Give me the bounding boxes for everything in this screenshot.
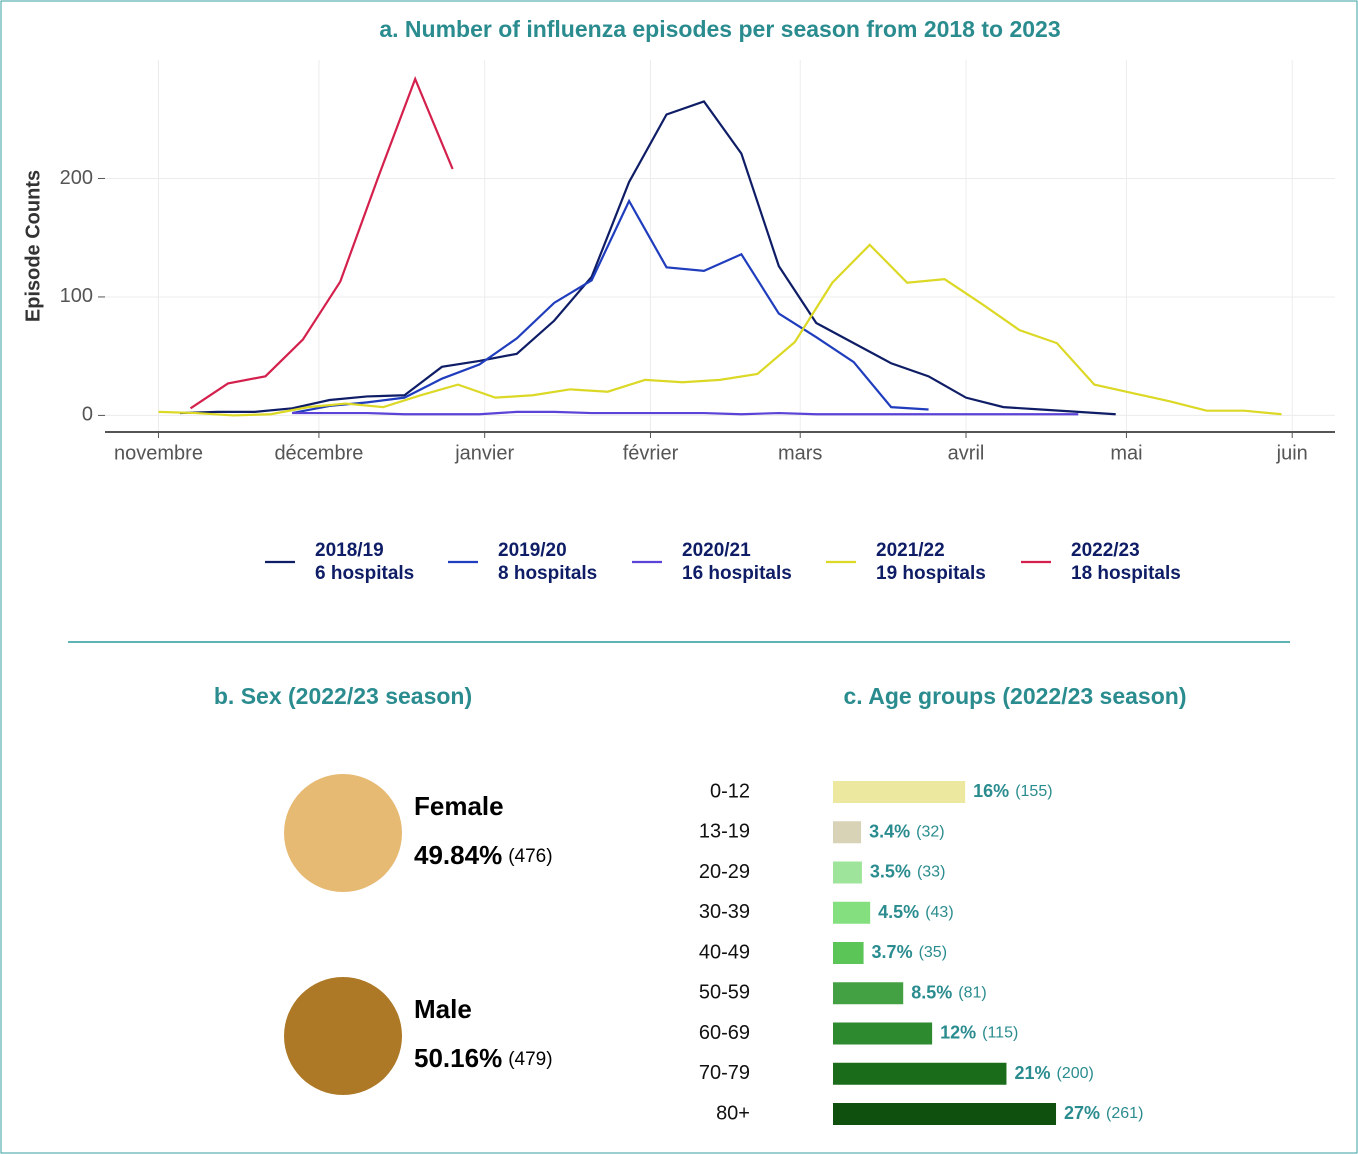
bar-percent: 27% (1064, 1103, 1100, 1123)
age-label: 13-19 (699, 821, 750, 843)
bar-label: 8.5% (81) (911, 982, 986, 1002)
sex-label: Male (414, 994, 472, 1024)
sex-label: Female (414, 791, 504, 821)
bar-percent: 16% (973, 781, 1009, 801)
legend-sublabel: 8 hospitals (498, 563, 597, 584)
bar-count: (43) (925, 904, 953, 921)
legend-label: 2020/21 (682, 540, 751, 561)
y-tick-label: 100 (60, 285, 93, 307)
series-line (179, 100, 1116, 416)
x-tick-label: mai (1110, 442, 1142, 464)
bar-count: (200) (1056, 1065, 1093, 1082)
sex-circle (284, 977, 402, 1095)
legend-label: 2019/20 (498, 540, 567, 561)
bar (833, 901, 871, 924)
bar (833, 1103, 1057, 1125)
bar (833, 1062, 1007, 1085)
age-label: 60-69 (699, 1022, 750, 1044)
sex-value: 49.84% (476) (414, 840, 553, 870)
legend-sublabel: 6 hospitals (315, 563, 414, 584)
bar-percent: 12% (940, 1022, 976, 1042)
bar-count: (261) (1106, 1105, 1143, 1122)
bar-count: (33) (917, 864, 945, 881)
bar (833, 942, 864, 964)
sex-circle (284, 774, 402, 892)
bar-label: 3.4% (32) (869, 821, 944, 841)
bar (833, 861, 862, 884)
x-tick-label: mars (778, 442, 822, 464)
age-label: 30-39 (699, 901, 750, 923)
y-axis-label: Episode Counts (22, 170, 44, 322)
bar-label: 27% (261) (1064, 1103, 1143, 1123)
bar-count: (35) (919, 944, 947, 961)
bar-percent: 8.5% (911, 982, 952, 1002)
bar-label: 16% (155) (973, 781, 1052, 801)
bar-percent: 3.5% (870, 861, 911, 881)
x-tick-label: novembre (114, 442, 203, 464)
bar-percent: 21% (1014, 1063, 1050, 1083)
bar-label: 21% (200) (1014, 1063, 1093, 1083)
y-tick-label: 0 (82, 404, 93, 426)
series-line (292, 410, 1079, 416)
sex-count: (479) (508, 1049, 552, 1070)
bar-percent: 3.7% (872, 942, 913, 962)
age-label: 20-29 (699, 861, 750, 883)
bar-count: (155) (1015, 783, 1052, 800)
legend-label: 2018/19 (315, 540, 384, 561)
bar-count: (81) (958, 984, 986, 1001)
bar-count: (32) (916, 823, 944, 840)
bar (833, 1022, 933, 1045)
bar-percent: 3.4% (869, 821, 910, 841)
age-label: 0-12 (710, 780, 750, 802)
series-line (189, 75, 454, 410)
sex-percent: 49.84% (414, 840, 502, 870)
series-line (158, 243, 1282, 417)
legend-label: 2021/22 (876, 540, 945, 561)
legend-label: 2022/23 (1071, 540, 1140, 561)
age-label: 50-59 (699, 982, 750, 1004)
legend-sublabel: 19 hospitals (876, 563, 986, 584)
bar-label: 4.5% (43) (878, 902, 953, 922)
age-label: 70-79 (699, 1062, 750, 1084)
legend-sublabel: 16 hospitals (682, 563, 792, 584)
bar (833, 781, 966, 803)
x-tick-label: avril (948, 442, 985, 464)
y-tick-label: 200 (60, 167, 93, 189)
legend-sublabel: 18 hospitals (1071, 563, 1181, 584)
chart-title: a. Number of influenza episodes per seas… (379, 16, 1060, 42)
bar (833, 982, 904, 1005)
x-tick-label: janvier (454, 442, 514, 464)
bar (833, 821, 862, 844)
bar-percent: 4.5% (878, 902, 919, 922)
bar-count: (115) (982, 1025, 1018, 1042)
chart-title: b. Sex (2022/23 season) (214, 683, 472, 709)
x-tick-label: février (623, 442, 679, 464)
bar-label: 12% (115) (940, 1022, 1018, 1042)
age-label: 40-49 (699, 941, 750, 963)
sex-value: 50.16% (479) (414, 1043, 553, 1073)
sex-percent: 50.16% (414, 1043, 502, 1073)
series-line (291, 198, 929, 415)
chart-title: c. Age groups (2022/23 season) (843, 683, 1186, 709)
bar-label: 3.5% (33) (870, 861, 945, 881)
age-label: 80+ (716, 1102, 750, 1124)
sex-count: (476) (508, 846, 552, 867)
x-tick-label: juin (1276, 442, 1308, 464)
bar-label: 3.7% (35) (872, 942, 947, 962)
x-tick-label: décembre (274, 442, 363, 464)
